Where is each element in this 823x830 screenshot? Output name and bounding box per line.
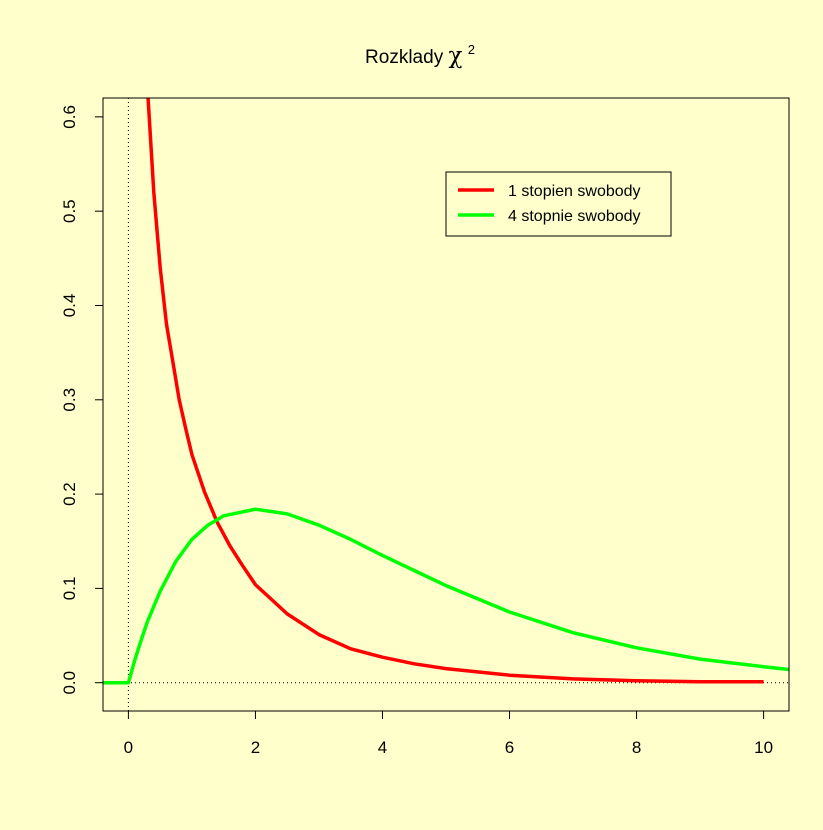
legend-label-1: 1 stopien swobody xyxy=(508,183,641,200)
chart-title: Rozklady χ 2 xyxy=(365,42,475,69)
series-line-2 xyxy=(103,507,789,685)
chart-title-text: Rozklady xyxy=(365,47,444,68)
y-tick-label: 0.3 xyxy=(60,388,79,412)
y-tick-label: 0.6 xyxy=(60,105,79,129)
y-tick-label: 0.1 xyxy=(60,577,79,601)
y-tick-label: 0.4 xyxy=(60,294,79,318)
legend-box xyxy=(445,171,672,237)
plot-clipped-group xyxy=(103,98,789,711)
legend-label-2: 4 stopnie swobody xyxy=(508,208,641,225)
chart-title-superscript: 2 xyxy=(468,42,475,57)
y-tick-label: 0.5 xyxy=(60,199,79,223)
x-tick-label: 0 xyxy=(124,738,133,757)
x-tick-label: 4 xyxy=(378,738,387,757)
series-line-1 xyxy=(146,98,764,684)
x-tick-label: 8 xyxy=(632,738,641,757)
chart-title-symbol: χ xyxy=(448,43,462,69)
y-tick-label: 0.0 xyxy=(60,671,79,695)
legend: 1 stopien swobody 4 stopnie swobody xyxy=(445,171,672,237)
x-tick-label: 2 xyxy=(251,738,260,757)
axes-layer: 0 2 4 6 8 10 0.0 0.1 0.2 0.3 0.4 0.5 0.6 xyxy=(60,97,790,757)
x-tick-label: 10 xyxy=(754,738,773,757)
x-tick-label: 6 xyxy=(505,738,514,757)
plot-frame xyxy=(102,97,790,712)
y-tick-label: 0.2 xyxy=(60,482,79,506)
plot-layer xyxy=(103,98,789,711)
